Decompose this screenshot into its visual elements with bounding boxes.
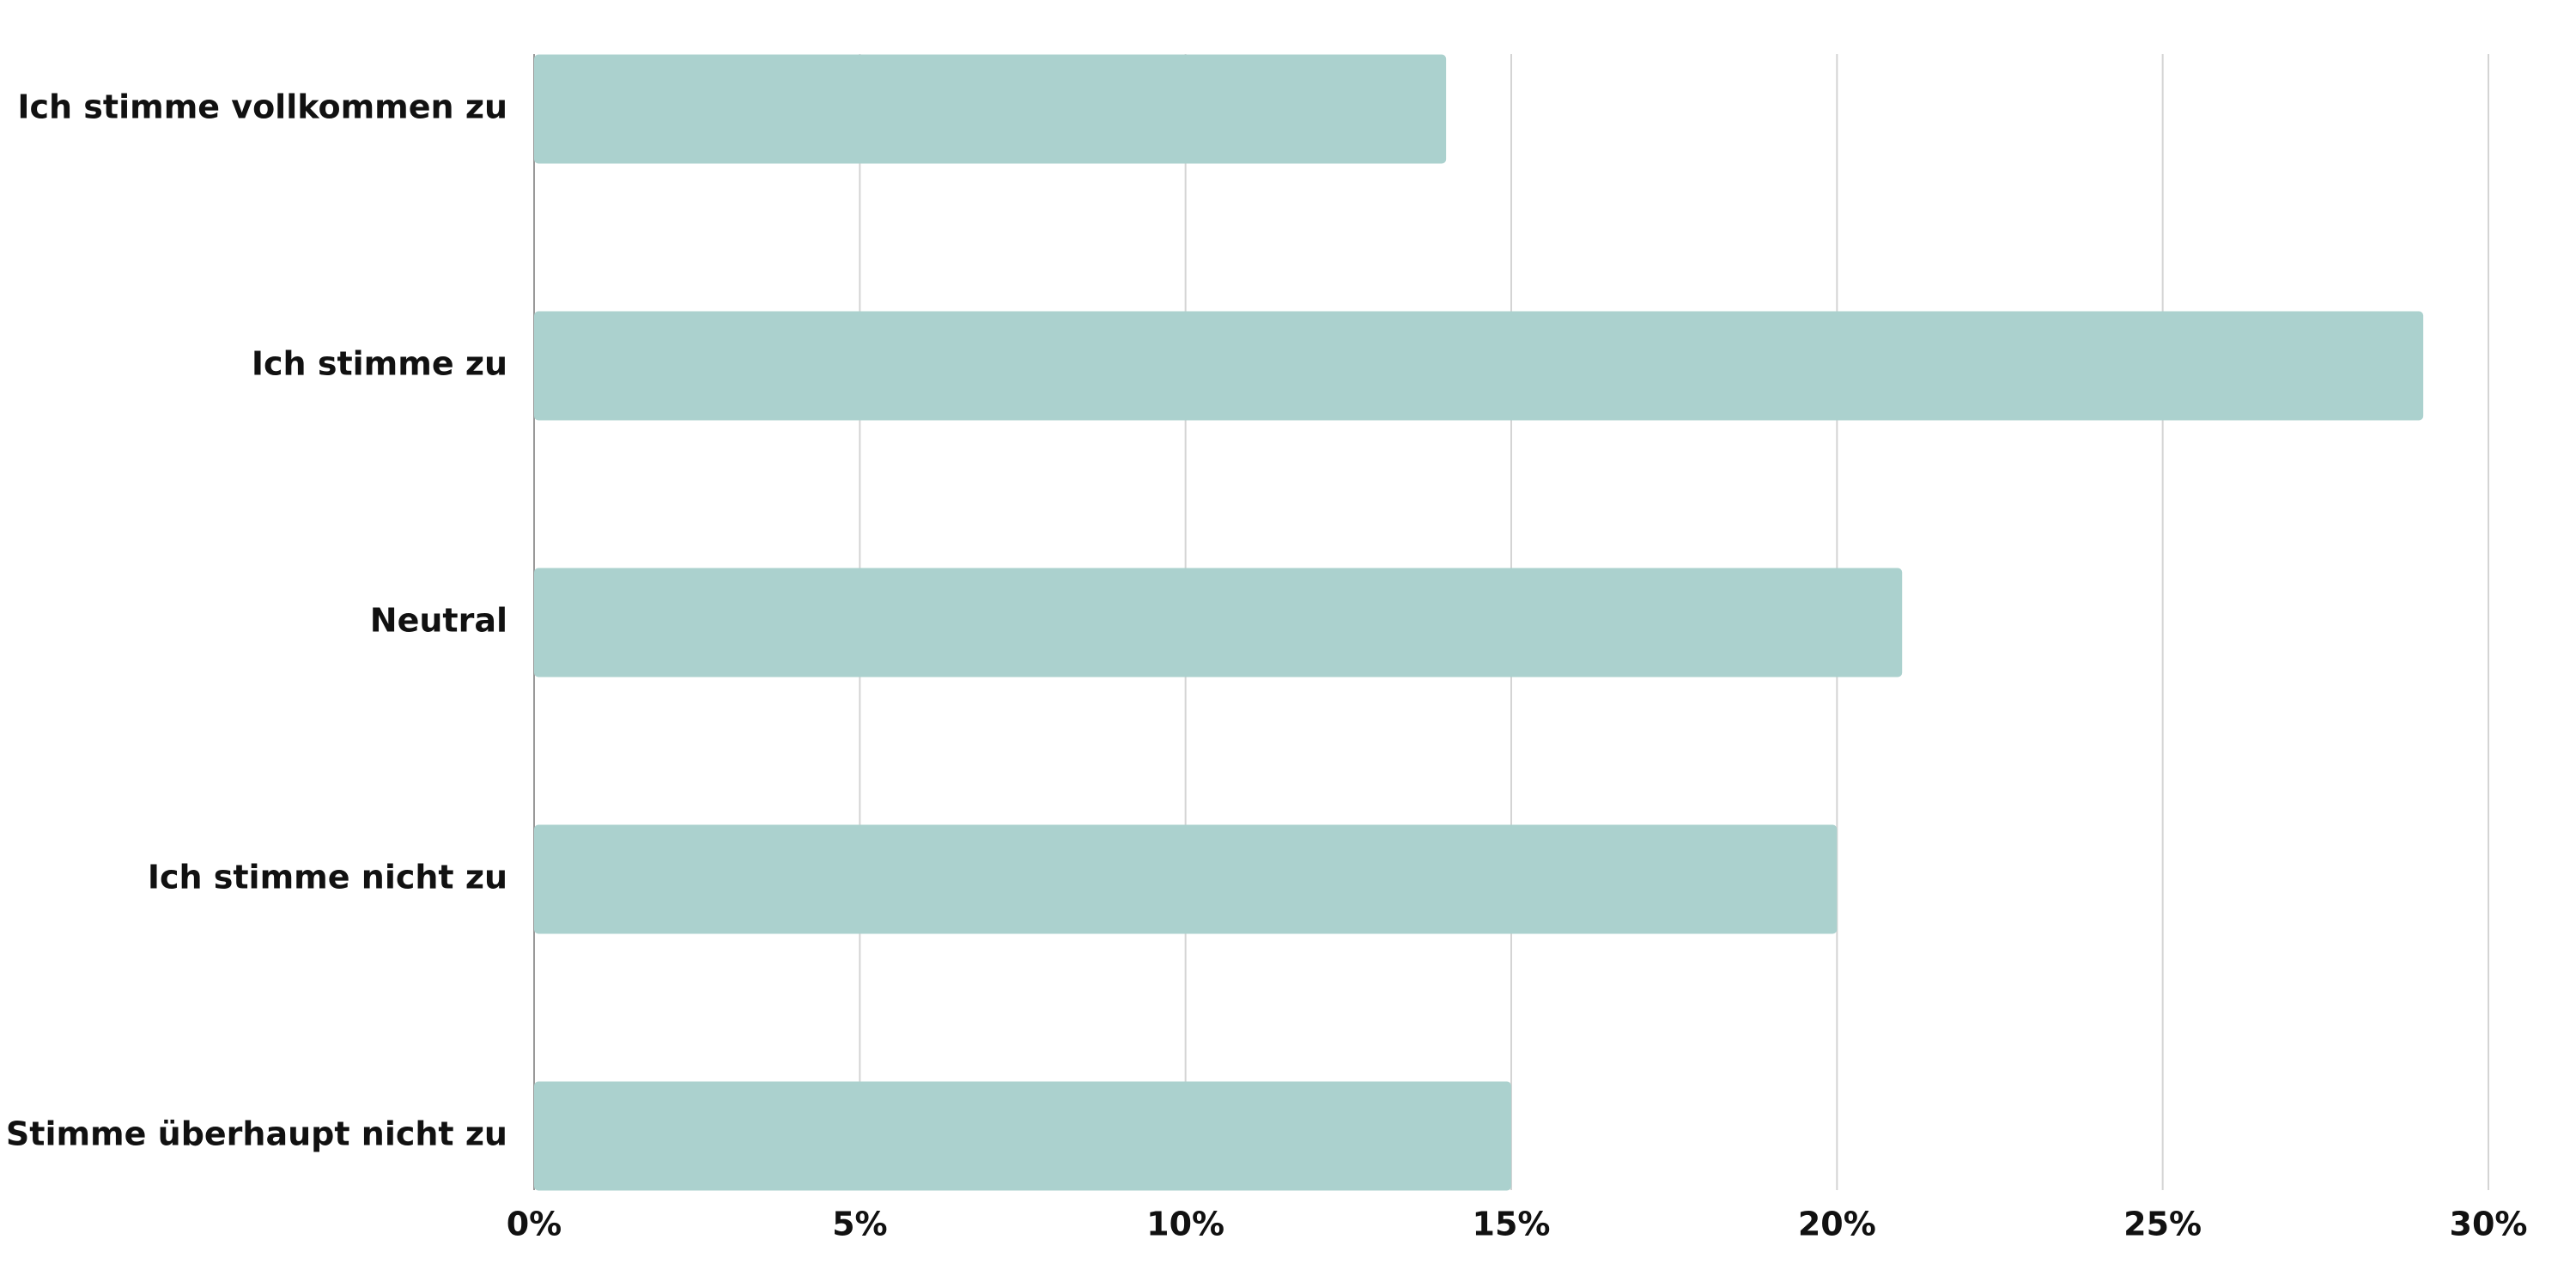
bar [534,568,1903,677]
y-tick-label: Stimme überhaupt nicht zu [6,1115,507,1153]
x-tick-label: 10% [1146,1206,1224,1243]
x-tick-label: 15% [1473,1206,1551,1243]
y-tick-label: Neutral [370,602,507,640]
x-tick-label: 30% [2450,1206,2528,1243]
x-tick-label: 0% [507,1206,562,1243]
x-tick-label: 25% [2123,1206,2202,1243]
bar [534,311,2424,421]
x-tick-label: 20% [1798,1206,1876,1243]
y-tick-label: Ich stimme vollkommen zu [17,88,507,126]
bar [534,1081,1511,1191]
x-tick-label: 5% [832,1206,888,1243]
y-tick-label: Ich stimme zu [252,345,507,383]
bar [534,824,1838,934]
y-tick-label: Ich stimme nicht zu [148,859,507,896]
bar [534,54,1447,164]
